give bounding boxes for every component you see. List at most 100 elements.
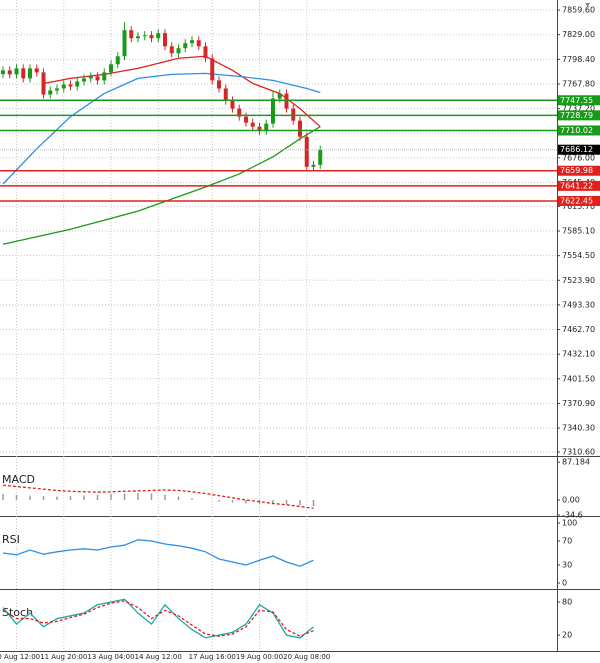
y-tick-label: 7401.50: [562, 374, 595, 383]
y-tick-label: -34.6: [562, 511, 583, 520]
candle-body: [163, 33, 167, 47]
candle-body: [48, 90, 53, 95]
y-tick-label: 7340.30: [562, 424, 595, 433]
level-label-box: [558, 165, 600, 176]
candle-body: [82, 78, 86, 82]
level-label-box: [558, 110, 600, 121]
y-tick-label: 7767.80: [562, 79, 595, 88]
level-label: 7710.02: [560, 126, 593, 135]
y-tick-label: 20: [562, 631, 572, 640]
candle-body: [190, 40, 194, 44]
candle-body: [277, 93, 282, 99]
y-tick-label: 0.00: [562, 495, 580, 504]
candle-body: [136, 36, 140, 39]
candle-body: [1, 70, 5, 75]
candle-body: [149, 35, 154, 39]
indicator-line: [2, 72, 321, 185]
candle-body: [271, 98, 275, 124]
y-tick-label: 7310.60: [562, 447, 595, 456]
y-tick-label: 7829.00: [562, 30, 595, 39]
candle-body: [156, 33, 161, 39]
indicator-line: [2, 598, 314, 639]
candle-body: [115, 56, 120, 65]
y-tick-label: 7462.70: [562, 325, 595, 334]
candle-body: [223, 88, 228, 101]
candle-body: [41, 72, 46, 95]
y-tick-label: 7493.30: [562, 300, 595, 309]
indicator-line: [2, 126, 321, 245]
candle-body: [142, 35, 147, 37]
y-tick-label: 7523.90: [562, 276, 595, 285]
level-label-box: [558, 95, 600, 106]
candle-body: [230, 100, 235, 109]
candle-body: [237, 108, 242, 117]
level-label: 7659.98: [560, 166, 593, 175]
candle-body: [95, 76, 100, 81]
y-tick-label: 7798.40: [562, 55, 595, 64]
level-label: 7641.22: [560, 181, 593, 190]
x-tick-label: 14 Aug 12:00: [135, 653, 182, 661]
candle-body: [75, 81, 80, 87]
candle-body: [21, 68, 26, 79]
y-tick-label: 7615.70: [562, 202, 595, 211]
level-label: 7728.79: [560, 111, 593, 120]
x-tick-label: 10 Aug 12:00: [0, 653, 40, 661]
candle-body: [28, 68, 32, 79]
candle-body: [68, 84, 73, 87]
y-tick-label: 7737.20: [562, 104, 595, 113]
current-price-box: [558, 144, 600, 155]
candle-body: [61, 84, 66, 89]
y-tick-label: 100: [562, 518, 577, 527]
y-tick-label: 30: [562, 561, 572, 570]
current-price-label: 7686.12: [560, 145, 593, 154]
menu-icon[interactable]: [585, 3, 590, 7]
y-tick-label: 7585.10: [562, 227, 595, 236]
candle-body: [183, 43, 188, 49]
y-tick-label: 80: [562, 598, 572, 607]
candle-body: [102, 72, 107, 81]
y-tick-label: 7370.90: [562, 399, 595, 408]
candle-body: [88, 76, 93, 79]
x-tick-label: 19 Aug 00:00: [236, 653, 283, 661]
y-tick-label: 70: [562, 536, 572, 545]
candle-body: [203, 46, 208, 59]
y-tick-label: 87.184: [562, 458, 590, 467]
candle-body: [196, 40, 201, 47]
candle-body: [7, 70, 12, 75]
x-tick-label: 13 Aug 04:00: [87, 653, 134, 661]
candle-body: [176, 48, 181, 54]
y-tick-label: 7554.50: [562, 251, 595, 260]
candle-body: [34, 68, 39, 73]
candle-body: [298, 120, 302, 137]
candle-body: [210, 58, 215, 81]
y-tick-label: 7676.00: [562, 153, 595, 162]
x-tick-label: 20 Aug 08:00: [283, 653, 330, 661]
candle-body: [244, 116, 248, 123]
indicator-line: [2, 484, 314, 509]
y-tick-label: 7859.60: [562, 6, 595, 15]
level-label-box: [558, 195, 600, 206]
indicator-line: [2, 539, 314, 567]
level-label: 7747.55: [560, 96, 593, 105]
candle-body: [55, 88, 59, 91]
x-tick-label: 11 Aug 20:00: [40, 653, 87, 661]
level-label: 7622.45: [560, 196, 593, 205]
candle-body: [284, 93, 289, 109]
candle-body: [129, 30, 134, 39]
panel-title: RSI: [2, 533, 20, 546]
level-label-box: [558, 125, 600, 136]
candle-body: [169, 46, 174, 54]
candle-body: [257, 126, 262, 131]
y-tick-label: 0: [562, 579, 567, 588]
candle-body: [14, 68, 19, 75]
candle-body: [109, 64, 113, 73]
candle-body: [304, 136, 309, 167]
y-tick-label: 7432.10: [562, 350, 595, 359]
candle-body: [250, 122, 255, 127]
panel-title: MACD: [2, 473, 35, 486]
level-label-box: [558, 180, 600, 191]
candle-body: [217, 80, 221, 89]
